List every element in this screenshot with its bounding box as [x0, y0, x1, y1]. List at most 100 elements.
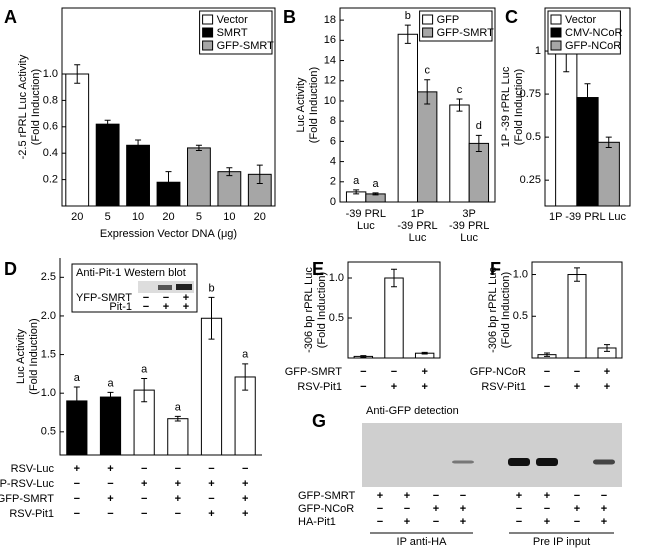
blot-band — [452, 460, 474, 464]
bar — [417, 91, 438, 203]
error-bar — [107, 391, 114, 403]
blot-mark: − — [404, 503, 410, 515]
y-tick-label: 1.0 — [41, 387, 56, 399]
y-tick-label: 12 — [324, 75, 336, 87]
legend-label: GFP-NCoR — [565, 40, 621, 52]
blot-band — [593, 459, 615, 465]
error-bar — [73, 386, 80, 416]
condition-label: RSV-Luc — [11, 463, 55, 475]
y-tick-label: 0.5 — [526, 131, 541, 143]
condition-mark: − — [208, 463, 214, 475]
bar — [187, 147, 211, 207]
inset-mark: − — [143, 292, 149, 304]
blot-mark: − — [377, 503, 383, 515]
y-tick-label: 0.8 — [43, 94, 58, 106]
significance-letter: c — [457, 84, 463, 96]
condition-label: GFP-SMRT — [285, 366, 343, 378]
y-tick-label: 0.75 — [520, 88, 541, 100]
y-axis-label: -2.5 rPRL Luc Activity — [17, 54, 29, 159]
y-axis-label: 1P -39 rPRL Luc — [500, 66, 512, 147]
x-tick-label: -39 PRL — [397, 220, 437, 232]
condition-mark: + — [175, 478, 181, 490]
significance-letter: a — [141, 363, 148, 375]
condition-mark: − — [74, 478, 80, 490]
condition-mark: + — [421, 366, 427, 378]
legend-swatch — [422, 27, 434, 38]
condition-mark: + — [242, 493, 248, 505]
error-bar — [195, 144, 202, 152]
condition-mark: − — [544, 366, 550, 378]
condition-mark: − — [544, 381, 550, 393]
condition-mark: + — [107, 493, 113, 505]
blot-mark: − — [516, 503, 522, 515]
inset-title: Anti-Pit-1 Western blot — [76, 267, 186, 279]
condition-mark: − — [74, 493, 80, 505]
y-axis-label: (Fold Induction) — [30, 69, 42, 145]
condition-label: GFP-NCoR — [470, 366, 526, 378]
x-tick-label: 5 — [196, 211, 202, 223]
condition-mark: − — [141, 493, 147, 505]
significance-letter: a — [372, 178, 379, 190]
inset-band — [176, 284, 192, 290]
inset-mark: + — [183, 301, 189, 313]
x-tick-label: Luc — [460, 232, 478, 244]
condition-mark: + — [208, 508, 214, 520]
blot-mark: − — [516, 516, 522, 528]
condition-mark: − — [360, 366, 366, 378]
blot-mark: + — [574, 503, 580, 515]
panel-letter: C — [505, 7, 518, 27]
condition-mark: + — [574, 381, 580, 393]
x-tick-label: 10 — [223, 211, 235, 223]
x-tick-label: 20 — [71, 211, 83, 223]
bar — [95, 123, 120, 207]
condition-mark: − — [107, 478, 113, 490]
x-tick-label: 5 — [105, 211, 111, 223]
x-tick-label: Luc — [409, 232, 427, 244]
blot-title: Anti-GFP detection — [366, 405, 459, 417]
y-axis-label: -306 bp rPRL Luc — [303, 267, 315, 353]
error-bar — [256, 164, 263, 185]
blot-band — [508, 458, 530, 466]
legend-label: GFP-SMRT — [437, 27, 495, 39]
inset-band — [158, 285, 172, 290]
condition-mark: − — [107, 508, 113, 520]
x-tick-label: 3P — [462, 208, 475, 220]
bar — [397, 33, 418, 203]
bar — [126, 144, 150, 207]
panel-letter: D — [4, 259, 17, 279]
x-tick-label: -39 PRL — [449, 220, 489, 232]
legend-label: Vector — [217, 14, 249, 26]
y-axis-label: Luc Activity — [15, 328, 27, 384]
error-bar — [604, 344, 610, 352]
condition-mark: − — [242, 463, 248, 475]
legend-swatch — [202, 27, 214, 38]
error-bar — [372, 192, 379, 196]
legend-label: Vector — [565, 14, 597, 26]
error-bar — [421, 351, 428, 355]
condition-label: RSV-Pit1 — [297, 381, 342, 393]
y-tick-label: 0.6 — [43, 121, 58, 133]
significance-letter: a — [74, 372, 81, 384]
error-bar — [165, 171, 172, 194]
blot-row-label: GFP-NCoR — [298, 503, 354, 515]
condition-mark: − — [74, 508, 80, 520]
blot-mark: + — [460, 516, 466, 528]
legend-swatch — [550, 40, 562, 51]
y-tick-label: 2.0 — [41, 310, 56, 322]
condition-mark: + — [242, 508, 248, 520]
x-tick-label: -39 PRL — [346, 208, 386, 220]
blot-band — [536, 458, 558, 466]
bar — [555, 50, 578, 207]
y-tick-label: 4 — [330, 155, 336, 167]
y-tick-label: 0.5 — [513, 310, 528, 322]
y-tick-label: 0.5 — [41, 426, 56, 438]
panel-letter: G — [312, 411, 326, 431]
panel-letter: A — [4, 7, 17, 27]
legend-label: CMV-NCoR — [565, 27, 623, 39]
condition-mark: + — [421, 381, 427, 393]
x-tick-label: Luc — [357, 220, 375, 232]
inset-row-label: YFP-SMRT — [76, 292, 132, 304]
legend-label: GFP-SMRT — [217, 40, 275, 52]
y-tick-label: 0.25 — [520, 174, 541, 186]
